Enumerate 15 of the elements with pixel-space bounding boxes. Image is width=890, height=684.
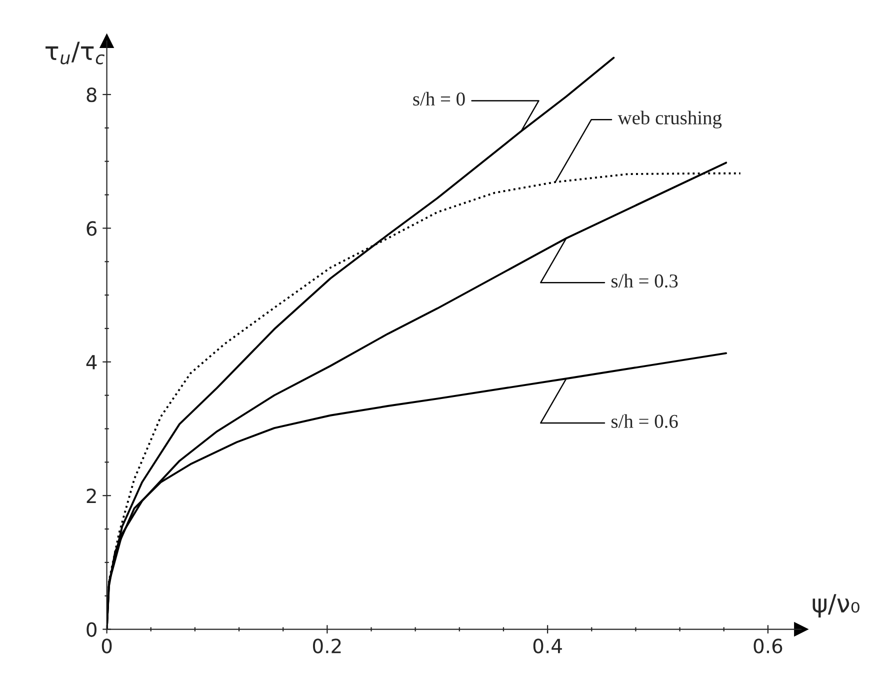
x-axis-title: ψ/ν₀ — [812, 594, 860, 618]
y-tick-label: 4 — [86, 355, 97, 370]
x-tick-label: 0.4 — [533, 638, 562, 654]
x-tick-label: 0 — [102, 638, 112, 654]
x-tick-label: 0.2 — [313, 638, 341, 654]
text: s/h = 0.3 — [612, 274, 678, 288]
text: web crushing — [618, 110, 722, 128]
text: s/h = 0 — [413, 92, 465, 106]
y-tick-label: 8 — [86, 87, 96, 102]
y-tick-label: 2 — [86, 488, 96, 503]
text: s/h = 0.6 — [612, 414, 678, 428]
x-tick-label: 0.6 — [754, 638, 782, 654]
y-tick-label: 0 — [86, 622, 96, 637]
y-tick-label: 6 — [86, 221, 97, 236]
y-axis-title: τ$_{u}$/τ$_{c}$ — [46, 42, 104, 64]
